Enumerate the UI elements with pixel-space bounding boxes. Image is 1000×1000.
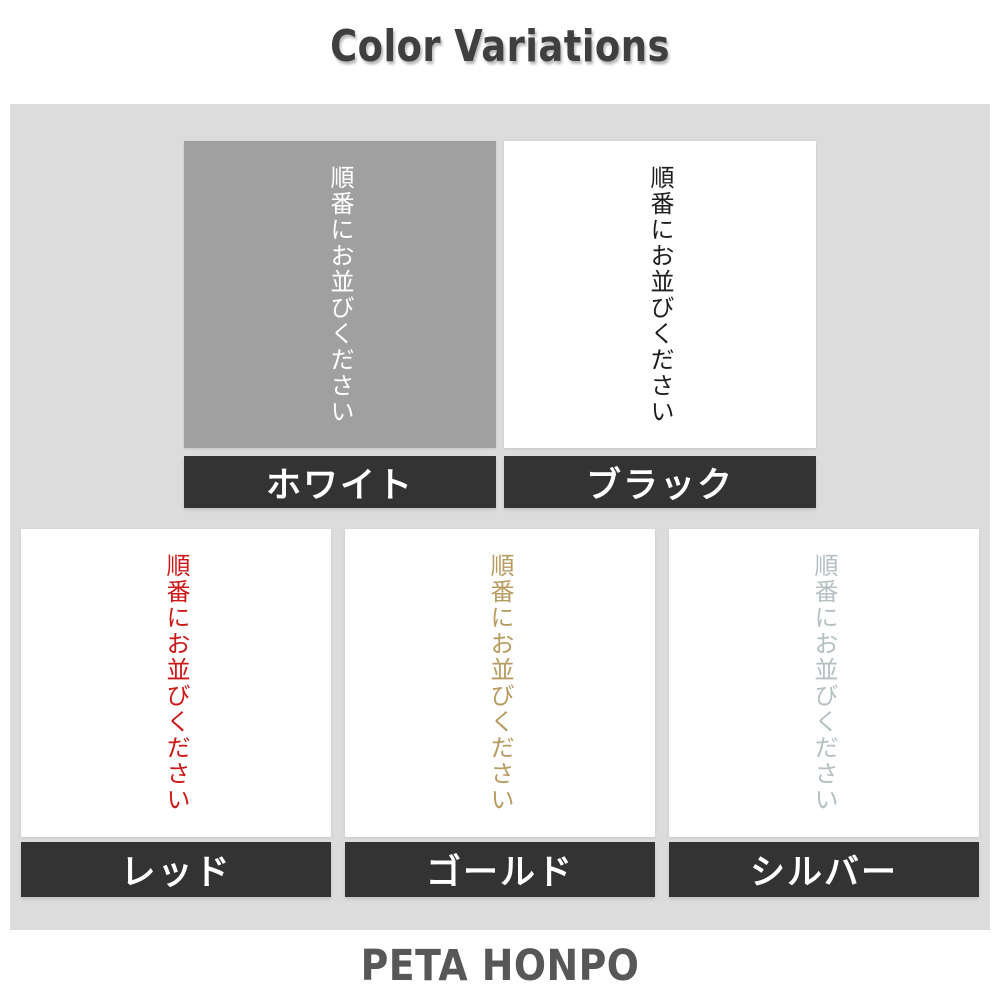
color-variation-card-gold: 順番にお並びくださいゴールド [345,529,655,897]
swatch-white: 順番にお並びください [184,141,496,448]
color-label-bar-gold: ゴールド [345,842,655,897]
color-variation-card-silver: 順番にお並びくださいシルバー [669,529,979,897]
color-label-bar-red: レッド [21,842,331,897]
color-label-white: ホワイト [265,465,414,506]
brand-name: PETA HONPO [360,941,640,991]
row-top: 順番にお並びください ホワイト 順番にお並びください ブラック [10,141,990,508]
color-label-gold: ゴールド [425,853,574,893]
color-label-black: ブラック [585,465,734,506]
page-title: Color Variations [330,21,670,72]
sample-text-silver: 順番にお並びください [810,553,838,813]
sample-text-gold: 順番にお並びください [486,553,514,813]
swatch-red: 順番にお並びください [21,529,331,837]
color-label-red: レッド [120,853,232,893]
color-label-bar-white: ホワイト [184,456,496,508]
color-variation-card-red: 順番にお並びくださいレッド [21,529,331,897]
variations-panel: 順番にお並びください ホワイト 順番にお並びください ブラック 順番にお並びくださいレ… [10,104,990,930]
swatch-black: 順番にお並びください [504,141,816,448]
color-label-silver: シルバー [749,853,898,893]
color-label-bar-black: ブラック [504,456,816,508]
swatch-gold: 順番にお並びください [345,529,655,837]
row-bottom: 順番にお並びください レッド 順番にお並びください ゴールド 順番にお並びください シルバ… [10,529,990,897]
color-variation-card-black: 順番にお並びくださいブラック [504,141,816,508]
sample-text-black: 順番にお並びください [646,164,674,425]
sample-text-white: 順番にお並びください [326,164,354,425]
color-label-bar-silver: シルバー [669,842,979,897]
color-variation-card-white: 順番にお並びくださいホワイト [184,141,496,508]
swatch-silver: 順番にお並びください [669,529,979,837]
sample-text-red: 順番にお並びください [162,553,190,813]
